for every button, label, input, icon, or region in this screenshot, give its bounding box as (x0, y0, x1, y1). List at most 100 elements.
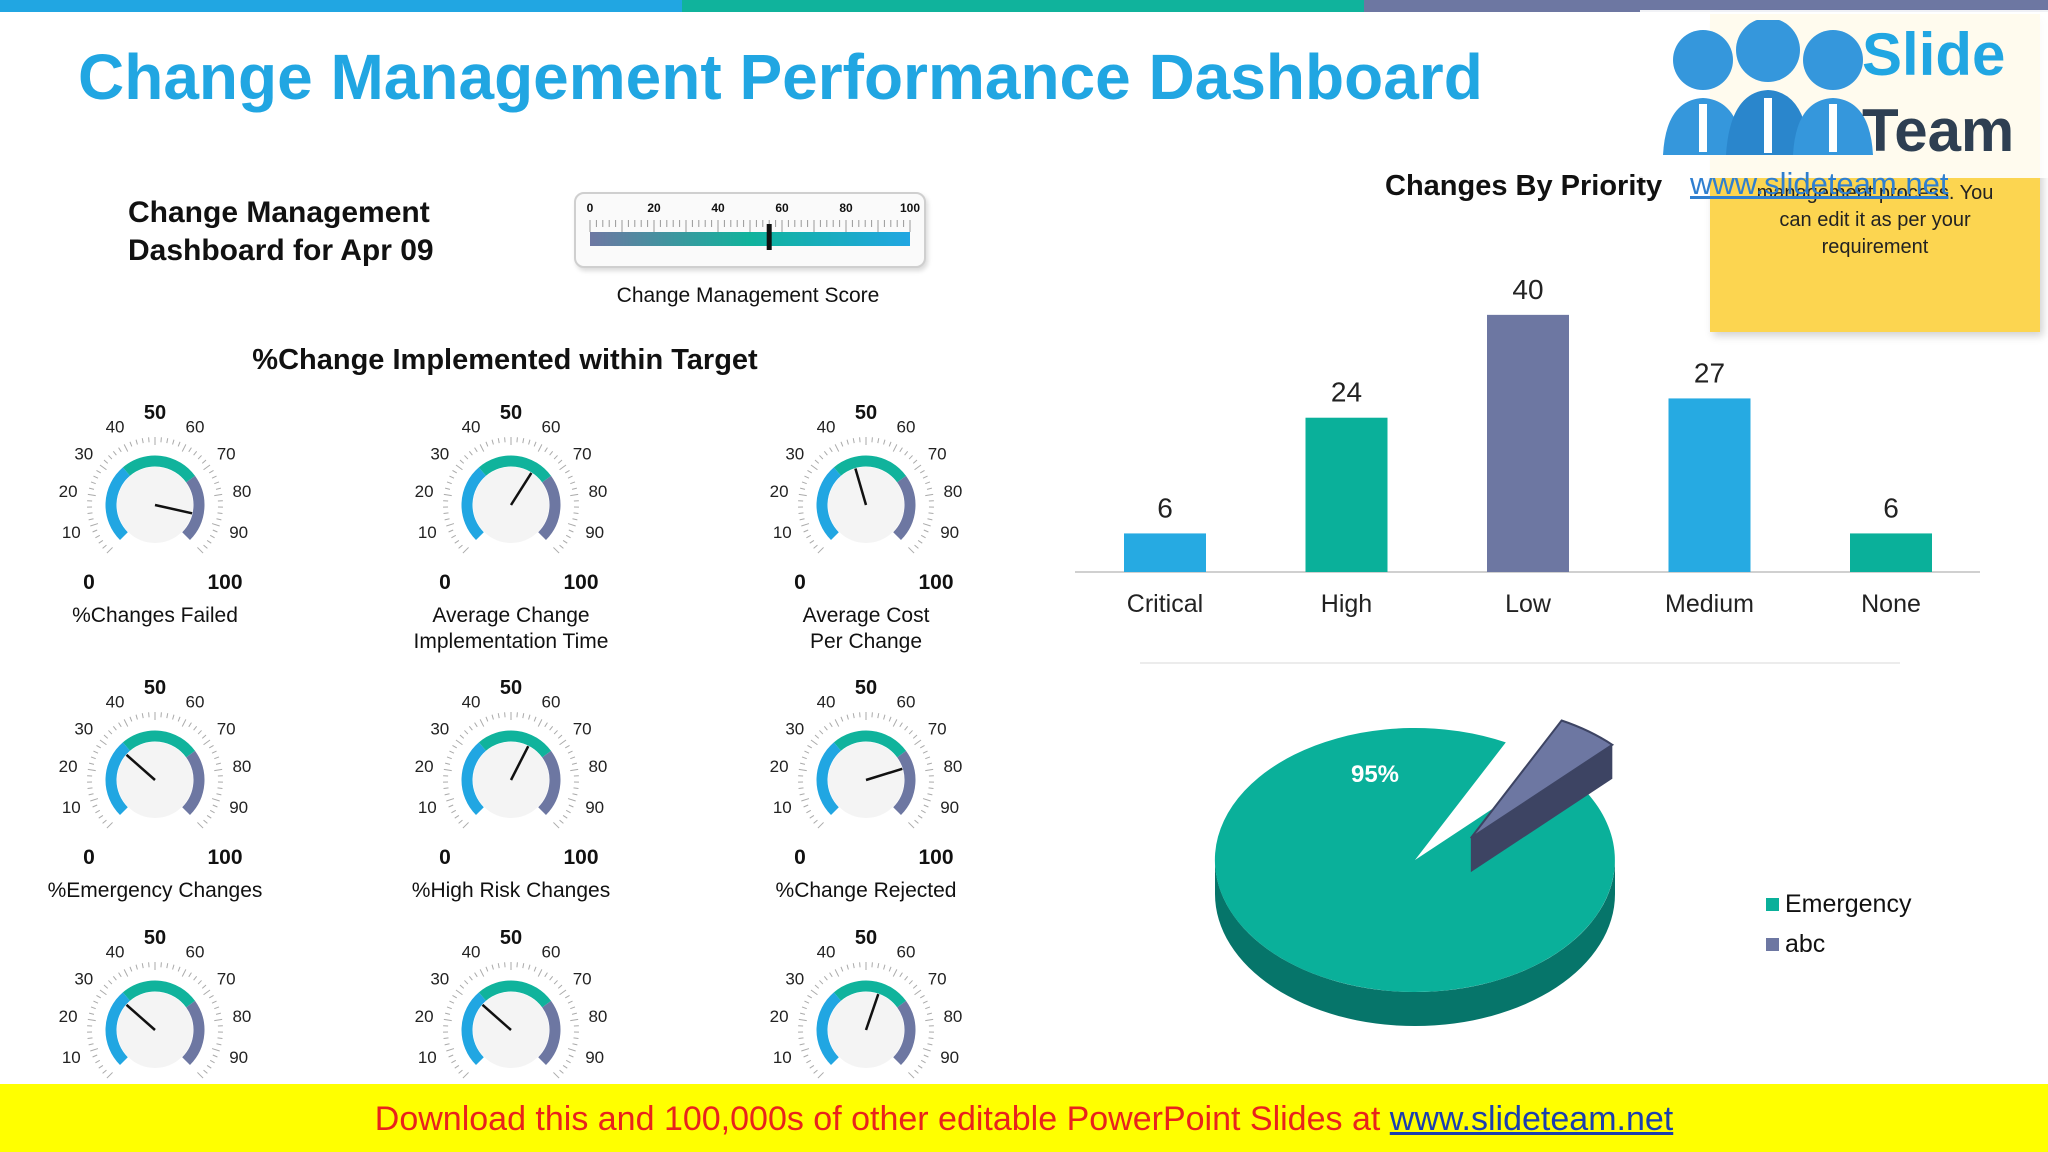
gauge-tick (118, 447, 122, 453)
gauge-arc-high (893, 1000, 916, 1065)
gauge-tick (537, 719, 543, 727)
gauge-scale-label: 30 (430, 719, 449, 738)
gauge-tick (914, 1069, 919, 1074)
gauge-scale-label: 70 (217, 719, 236, 738)
gauge-tick (801, 481, 807, 485)
gauge-1: 10 20 30 40 60 70 80 90 50 0 100 (59, 402, 252, 594)
bar-critical (1124, 533, 1206, 572)
score-tick-label: 60 (775, 201, 789, 215)
slideteam-logo (1640, 10, 2048, 178)
gauge-tick (449, 1000, 455, 1004)
gauge-tick (883, 439, 886, 445)
gauge-tick (88, 793, 94, 796)
gauge-tick (888, 966, 892, 972)
gauge-tick (573, 787, 579, 790)
gauge-tick (99, 739, 107, 746)
gauge-tick (448, 1054, 454, 1058)
gauge-tick (166, 438, 169, 444)
gauge-mid-label: 50 (500, 402, 522, 424)
gauge-tick (559, 544, 564, 549)
gauge-tick (449, 475, 455, 479)
gauge-tick (829, 447, 833, 453)
gauge-scale-label: 40 (817, 943, 836, 962)
gauge-tick (89, 762, 95, 765)
gauge-scale-label: 90 (585, 523, 604, 542)
note-line-1: management process. You (1756, 182, 1994, 204)
gauge-tick (562, 814, 568, 819)
gauge-scale-label: 60 (185, 418, 204, 437)
gauge-tick (562, 539, 568, 544)
gauge-tick (908, 730, 913, 735)
gauge-tick (922, 1000, 928, 1004)
gauge-tick (90, 1006, 96, 1010)
gauge-tick (840, 441, 844, 447)
gauge-tick (103, 459, 109, 464)
gauge-tick (446, 1048, 455, 1052)
gauge-tick (464, 730, 469, 735)
gauge-tick (209, 809, 215, 814)
gauge-tick (553, 1072, 560, 1079)
gauge-tick (455, 739, 463, 746)
score-tick-label: 80 (839, 201, 853, 215)
gauge-tick (846, 714, 849, 720)
gauge-scale-label: 60 (541, 943, 560, 962)
gauge-tick (927, 518, 933, 521)
gauge-max-label: 100 (207, 846, 242, 869)
bar-chart-title: Changes By Priority (1385, 170, 1663, 202)
gauge-tick (570, 481, 576, 485)
gauge-tick (446, 756, 452, 760)
gauge-max-label: 100 (563, 846, 598, 869)
logo-url-link[interactable]: www.slideteam.net (1690, 166, 1949, 201)
gauge-tick (474, 972, 478, 978)
gauge-tick (800, 1012, 806, 1015)
gauge-tick (928, 1037, 934, 1040)
gauge-scale-label: 30 (785, 719, 804, 738)
gauge-scale-label: 80 (943, 1007, 962, 1026)
gauge-tick (123, 969, 129, 977)
gauge-tick (462, 547, 469, 554)
gauge-tick (93, 475, 99, 479)
gauge-scale-label: 20 (415, 1007, 434, 1026)
gauge-tick (172, 714, 175, 720)
gauge-needle (864, 993, 880, 1031)
gauge-scale-label: 80 (232, 757, 251, 776)
bar-high (1305, 417, 1388, 572)
gauge-scale-label: 90 (585, 798, 604, 817)
gauge-tick (553, 822, 560, 829)
gauge-scale-label: 40 (462, 693, 481, 712)
legend-swatch-emergency (1766, 897, 1779, 911)
gauge-scale-label: 60 (896, 418, 915, 437)
legend-swatch-abc (1766, 937, 1779, 951)
score-tick-label: 0 (587, 201, 594, 215)
gauge-tick (564, 994, 570, 999)
gauge-tick (88, 518, 94, 521)
gauge-tick (208, 994, 214, 999)
gauge-tick (129, 966, 133, 972)
gauge-2: 10 20 30 40 60 70 80 90 50 0 100 (415, 402, 608, 594)
gauge-scale-label: 20 (59, 1007, 78, 1026)
gauge-tick (928, 512, 934, 515)
gauge-tick (172, 439, 175, 445)
gauge-arc-mid (122, 730, 196, 758)
gauge-tick (215, 487, 221, 490)
gauge-needle (865, 767, 903, 782)
gauge-tick (443, 1037, 449, 1040)
gauge-tick (87, 1018, 96, 1022)
gauge-tick (201, 984, 207, 989)
gauge-arc-high (182, 1000, 205, 1065)
top-bar-teal (682, 0, 1364, 12)
gauge-arc-low (816, 742, 842, 815)
gauge-label-line: Average Cost (802, 604, 930, 627)
footer-link[interactable]: www.slideteam.net (1389, 1100, 1674, 1138)
gauge-tick (564, 469, 570, 474)
subtitle-line-2: Dashboard for Apr 09 (128, 234, 434, 267)
gauge-tick (454, 814, 460, 819)
pie-data-label: 95% (1351, 761, 1399, 788)
gauge-tick (106, 1072, 113, 1079)
gauge-label-line: %Emergency Changes (47, 879, 263, 902)
gauge-tick (123, 719, 129, 727)
gauge-tick (804, 750, 810, 754)
gauge-tick (801, 523, 810, 527)
gauge-tick (807, 744, 813, 749)
